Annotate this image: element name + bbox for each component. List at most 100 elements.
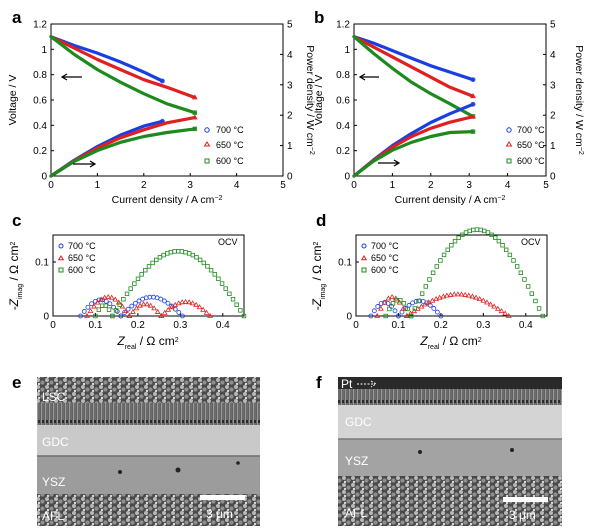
y-tick-label-right-b: 5 — [550, 20, 556, 31]
data-point-650-c — [115, 299, 122, 305]
x-axis-label-a: Current density / A cm−2 — [112, 194, 223, 206]
panel-c: c 0 0.1 0.2 0.3 0.4 0 0.1 OCV 700 °C 650 °C 60… — [7, 211, 247, 351]
layer-label-lsc-e: LSC — [42, 390, 66, 404]
data-point-700-c — [118, 313, 124, 319]
layer-label-gdc-e: GDC — [42, 435, 69, 449]
data-point-600-c — [208, 267, 214, 273]
data-point-650-c — [207, 312, 213, 318]
x-tick-label-a: 2 — [141, 180, 147, 191]
data-point-700-c — [136, 298, 142, 304]
data-point-600-d — [387, 306, 392, 312]
panel-e: e LSC GDC YSZ AFL 3 μm — [12, 373, 260, 526]
data-point-600-c — [219, 281, 225, 286]
data-point-650-c — [179, 299, 186, 305]
data-point-650-d — [462, 291, 469, 297]
data-point-650-d — [498, 308, 505, 314]
series-endpoint-right-600-b — [470, 129, 476, 134]
layer-label-ysz-e: YSZ — [42, 475, 65, 489]
y-tick-label-right-b: 1 — [550, 141, 556, 152]
legend-marker-700-d — [361, 243, 367, 249]
data-point-600-c — [113, 308, 119, 313]
legend-label-650-c: 650 °C — [68, 253, 96, 263]
legend-label-600-a: 600 °C — [216, 156, 244, 166]
y-tick-label-left-a: 1 — [41, 45, 47, 56]
data-point-600-c — [121, 297, 126, 302]
annotation-ocv-d: OCV — [521, 237, 541, 247]
legend-marker-700-b — [506, 127, 512, 133]
data-point-600-d — [496, 238, 502, 244]
data-point-700-c — [165, 300, 171, 306]
layer-label-afl-f: AFL — [345, 506, 367, 520]
data-point-650-d — [476, 296, 483, 302]
x-tick-label-c: 0.1 — [88, 320, 102, 331]
data-point-650-c — [112, 296, 119, 302]
panel-label-b: b — [314, 8, 324, 27]
data-point-650-d — [491, 303, 498, 309]
data-point-700-c — [180, 313, 185, 319]
data-point-700-c — [176, 310, 182, 315]
data-point-600-d — [423, 284, 428, 289]
legend-label-700-a: 700 °C — [216, 125, 244, 135]
data-point-650-c — [140, 301, 147, 307]
data-point-600-d — [485, 230, 491, 235]
data-point-600-d — [525, 284, 531, 289]
y-tick-label-d: 0 — [346, 312, 352, 323]
data-point-600-d — [500, 243, 505, 248]
panel-d: d 0 0.1 0.2 0.3 0.4 0 0.1 OCV 700 °C 650 °C 60… — [310, 211, 548, 351]
y-tick-label-left-b: 0 — [344, 172, 350, 183]
data-point-600-d — [430, 270, 436, 275]
data-point-600-d — [408, 313, 414, 319]
data-point-600-c — [176, 248, 181, 254]
data-point-650-c — [151, 305, 158, 311]
series-line-right-650-b — [352, 115, 475, 178]
ysz-layer-f — [338, 439, 562, 476]
ysz-layer-e — [37, 456, 260, 494]
layer-label-ysz-f: YSZ — [345, 454, 368, 468]
data-point-650-c — [91, 303, 97, 309]
data-point-650-d — [487, 301, 494, 307]
data-point-600-d — [445, 247, 450, 253]
data-point-600-c — [223, 286, 228, 291]
series-endpoint-left-700-a — [159, 78, 165, 84]
data-point-600-d — [456, 235, 461, 240]
data-point-650-d — [404, 312, 410, 318]
y-tick-label-right-a: 0 — [287, 172, 293, 183]
data-point-650-c — [175, 300, 182, 306]
data-point-700-c — [158, 296, 164, 302]
data-point-600-d — [427, 277, 432, 282]
panel-label-c: c — [12, 211, 21, 230]
data-point-650-d — [411, 308, 418, 314]
x-tick-label-a: 0 — [48, 180, 54, 191]
legend-label-700-c: 700 °C — [68, 241, 96, 251]
data-point-700-d — [371, 308, 377, 314]
data-point-700-d — [375, 304, 381, 309]
series-endpoint-left-600-a — [192, 110, 198, 115]
data-point-700-c — [172, 306, 178, 312]
data-point-600-d — [474, 227, 480, 232]
data-point-650-c — [133, 305, 140, 311]
data-point-650-c — [94, 299, 101, 305]
data-point-600-d — [401, 301, 407, 306]
data-point-600-d — [441, 252, 447, 258]
data-point-600-c — [190, 252, 196, 258]
series-line-right-650-a — [49, 116, 197, 178]
legend-marker-700-a — [204, 127, 210, 133]
data-point-650-c — [87, 308, 94, 314]
data-point-600-c — [241, 313, 247, 319]
columnar-layer-e — [37, 403, 260, 425]
x-tick-label-b: 1 — [390, 180, 396, 191]
data-point-600-c — [143, 267, 148, 273]
data-point-700-c — [89, 301, 94, 307]
data-point-650-d — [436, 294, 443, 300]
data-point-650-d — [385, 295, 392, 301]
y-axis-label-c: -Zimag / Ω cm2 — [7, 242, 24, 311]
scale-bar-e — [200, 495, 245, 500]
data-point-600-c — [238, 308, 243, 313]
x-tick-label-d: 0 — [353, 320, 359, 331]
gdc-layer-e — [37, 425, 260, 456]
data-point-600-d — [390, 301, 396, 306]
data-point-600-c — [179, 249, 185, 254]
legend-marker-600-c — [58, 267, 64, 273]
y-tick-label-c: 0.1 — [35, 258, 49, 269]
